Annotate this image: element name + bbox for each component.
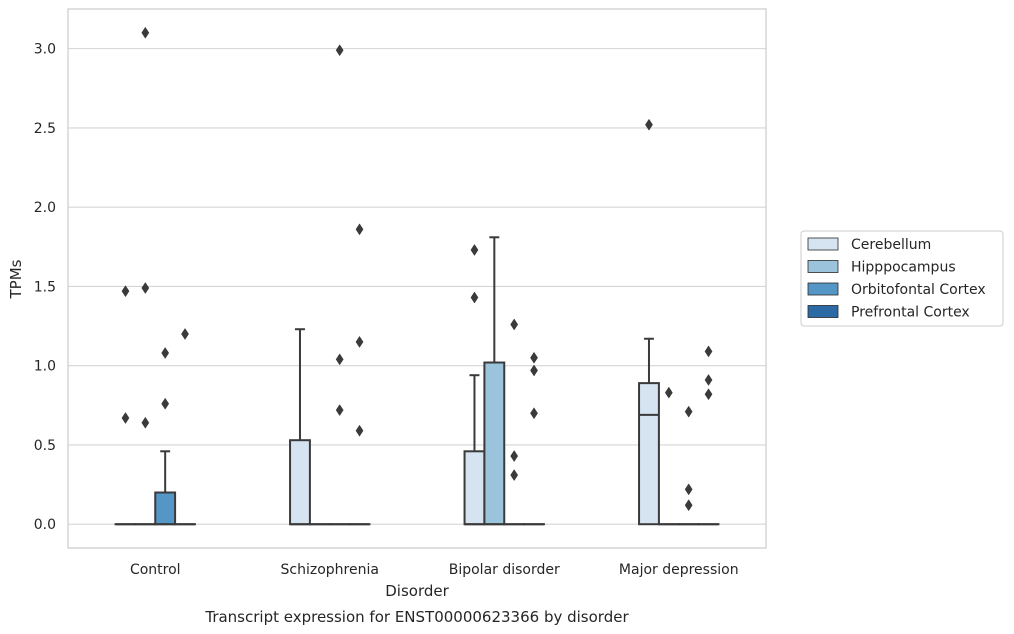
x-tick-label: Control (130, 562, 181, 578)
box-1-0 (289, 328, 311, 526)
outlier-point (510, 469, 519, 482)
legend: Cerebellum Hipppocampus Orbitofontal Corte… (800, 230, 1004, 327)
legend-swatch (807, 305, 839, 318)
box-body (154, 491, 177, 526)
outlier-point (335, 44, 344, 57)
y-axis-title: TPMs (7, 259, 25, 299)
outlier-point (645, 118, 653, 131)
outlier-point (181, 328, 189, 340)
legend-label: Hipppocampus (851, 260, 956, 276)
box-0-2 (154, 450, 177, 526)
outlier-point (470, 291, 479, 304)
outlier-point (704, 374, 713, 386)
y-tick-label: 3.0 (34, 42, 56, 58)
x-tick-label: Bipolar disorder (449, 562, 560, 578)
outlier-point (141, 416, 150, 429)
legend-label: Prefrontal Cortex (851, 305, 970, 321)
outlier-point (355, 223, 364, 236)
x-tick-label: Schizophrenia (281, 562, 379, 578)
legend-swatch (807, 260, 839, 273)
outlier-point (530, 351, 538, 364)
y-tick-label: 1.5 (34, 279, 56, 295)
box-2-0 (463, 374, 486, 526)
chart-title: Transcript expression for ENST0000062336… (204, 608, 629, 626)
y-tick-label: 2.0 (34, 200, 56, 216)
outlier-point (355, 424, 364, 437)
y-tick-label: 0.0 (34, 517, 56, 533)
outlier-point (121, 285, 130, 298)
x-tick-label: Major depression (619, 562, 739, 578)
box-body (483, 361, 506, 526)
legend-label: Cerebellum (851, 237, 931, 253)
outlier-point (510, 318, 519, 331)
legend-frame (800, 230, 1004, 327)
legend-swatch (807, 282, 839, 296)
outlier-point (664, 386, 673, 399)
box-body (638, 382, 660, 526)
outlier-point (684, 405, 693, 418)
outlier-layer (121, 26, 713, 512)
legend-swatch (807, 237, 839, 251)
x-tick-labels: Control Schizophrenia Bipolar disorder Majo… (130, 562, 739, 578)
outlier-point (704, 388, 713, 401)
plot-area-frame (67, 8, 767, 549)
outlier-point (684, 499, 693, 512)
box-layer (114, 236, 720, 526)
y-tick-labels: 0.0 0.5 1.0 1.5 2.0 2.5 3.0 (34, 42, 56, 534)
legend-label: Orbitofontal Cortex (851, 282, 986, 298)
outlier-point (470, 244, 479, 256)
box-3-0 (638, 337, 660, 526)
outlier-point (161, 347, 170, 359)
outlier-point (141, 282, 150, 294)
x-axis-title: Disorder (385, 582, 449, 600)
outlier-point (355, 335, 364, 348)
outlier-point (704, 345, 713, 358)
outlier-point (141, 26, 150, 39)
y-tick-label: 1.0 (34, 359, 56, 375)
outlier-point (510, 450, 519, 463)
outlier-point (121, 412, 130, 424)
box-2-1 (483, 236, 506, 526)
outlier-point (335, 404, 344, 417)
outlier-point (684, 483, 693, 496)
box-body (463, 450, 486, 526)
gridlines (68, 48, 766, 525)
outlier-point (530, 364, 538, 377)
outlier-point (530, 407, 538, 420)
y-tick-label: 0.5 (34, 438, 56, 454)
box-body (289, 439, 311, 526)
outlier-point (335, 353, 344, 366)
outlier-point (161, 397, 170, 410)
y-tick-label: 2.5 (34, 121, 56, 137)
